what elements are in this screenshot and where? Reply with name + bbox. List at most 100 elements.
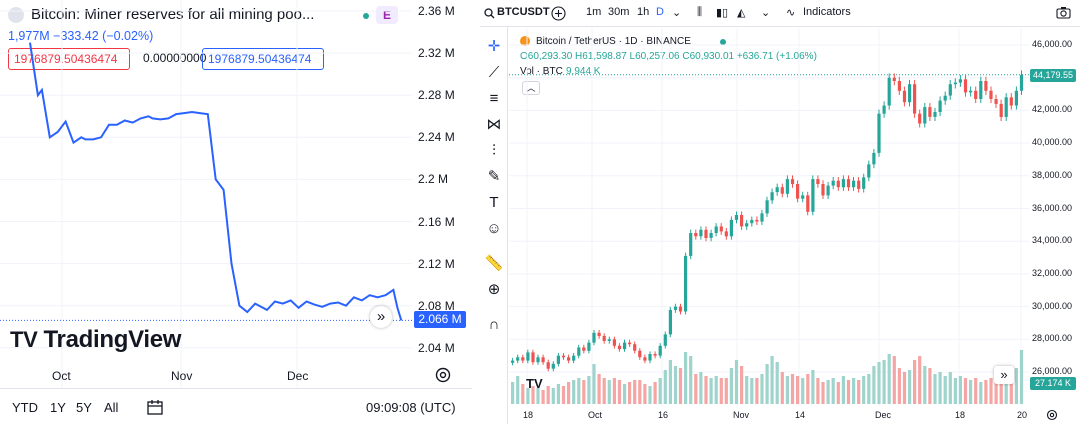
candle-style-icon[interactable]: ▮▯ — [716, 7, 729, 19]
volume-bar — [770, 356, 774, 404]
compare-add-icon[interactable] — [551, 6, 566, 21]
interval-30m-button[interactable]: 30m — [608, 6, 630, 18]
ruler-icon[interactable]: 📏 — [484, 255, 504, 272]
candle-body — [979, 81, 983, 99]
range-ytd-button[interactable]: YTD — [12, 400, 38, 415]
candle-body — [582, 347, 586, 351]
volume-bar — [511, 382, 515, 404]
candle-body — [699, 229, 703, 237]
left-x-tick-label: Oct — [52, 369, 71, 383]
symbol-search-button[interactable]: BTCUSDT — [497, 6, 550, 18]
range-5y-button[interactable]: 5Y — [76, 400, 92, 415]
volume-bar — [526, 388, 530, 404]
volume-bar — [704, 376, 708, 404]
volume-bar — [775, 362, 779, 404]
bar-style-icon[interactable]: ⫼ — [697, 6, 703, 18]
volume-bar — [648, 386, 652, 404]
candle-body — [785, 179, 789, 194]
candle-body — [572, 355, 576, 361]
btc-logo-icon — [520, 36, 530, 46]
range-all-button[interactable]: All — [104, 400, 119, 415]
volume-bar — [882, 360, 886, 404]
right-x-tick-label: Dec — [875, 410, 892, 420]
horizontal-lines-icon[interactable]: ≡ — [489, 90, 499, 107]
miner-reserves-line-chart[interactable] — [0, 0, 412, 388]
emoji-icon[interactable]: ☺ — [486, 220, 502, 237]
scroll-to-realtime-button[interactable]: » — [370, 306, 392, 328]
magnet-icon[interactable]: ∩ — [488, 316, 500, 333]
pattern-tool-icon[interactable]: ⋈ — [486, 116, 502, 133]
volume-bar — [623, 384, 627, 404]
right-settings-gear-icon[interactable] — [1046, 409, 1058, 421]
candle-body — [617, 345, 622, 350]
range-1y-button[interactable]: 1Y — [50, 400, 66, 415]
candle-body — [892, 77, 896, 81]
right-y-tick-label: 36,000.00 — [1032, 202, 1073, 213]
btc-candlestick-chart[interactable] — [509, 28, 1029, 406]
interval-dropdown-chevron-down-icon[interactable]: ⌄ — [672, 7, 682, 19]
utc-clock[interactable]: 09:09:08 (UTC) — [366, 400, 456, 415]
brush-icon[interactable]: ✎ — [487, 168, 501, 185]
interval-d-button[interactable]: D — [656, 6, 664, 18]
volume-bar — [551, 388, 555, 404]
fib-tool-icon[interactable]: ⫶ — [492, 142, 496, 159]
candle-body — [673, 306, 678, 310]
right-x-tick-label: 20 — [1017, 410, 1028, 420]
volume-bar — [734, 360, 739, 404]
trend-line-icon[interactable]: ⟋ — [488, 64, 500, 81]
drawing-toolbar — [480, 27, 508, 424]
candle-body — [577, 347, 581, 356]
candle-body — [826, 185, 830, 196]
volume-bar — [617, 380, 622, 404]
indicator-title-text: Bitcoin: Miner reserves for all mining p… — [31, 6, 315, 23]
volume-bar — [663, 370, 667, 404]
volume-bar — [602, 378, 606, 404]
candle-body — [918, 113, 922, 124]
candle-body — [526, 352, 530, 361]
candle-body — [694, 233, 698, 237]
volume-bar — [597, 374, 601, 404]
volume-bar — [673, 366, 678, 404]
right-x-tick-label: Nov — [733, 410, 750, 420]
candle-body — [567, 357, 571, 361]
miner-reserves-series-line — [29, 42, 403, 321]
volume-bar — [719, 378, 723, 404]
right-scroll-to-realtime-button[interactable]: » — [994, 366, 1014, 384]
indicators-icon[interactable]: ∿ — [786, 7, 796, 19]
candle-body — [556, 355, 560, 364]
candle-body — [643, 357, 647, 361]
volume-bar — [994, 376, 998, 404]
volume-bar — [826, 380, 830, 404]
volume-bar — [521, 384, 525, 404]
candle-body — [969, 90, 973, 93]
camera-snapshot-icon[interactable] — [1056, 6, 1071, 19]
crosshair-icon[interactable]: ✛ — [487, 38, 501, 55]
volume-bar — [729, 368, 733, 404]
area-style-icon[interactable]: ◭ — [737, 7, 746, 19]
indicators-button[interactable]: Indicators — [803, 6, 851, 18]
volume-bar — [963, 378, 968, 404]
candle-body — [668, 309, 672, 335]
candle-body — [897, 81, 901, 91]
text-tool-icon[interactable]: T — [489, 194, 499, 211]
candle-body — [658, 345, 662, 356]
interval-1m-button[interactable]: 1m — [586, 6, 602, 18]
right-y-tick-label: 26,000.00 — [1032, 366, 1073, 376]
volume-bar — [582, 380, 586, 404]
volume-bar — [897, 368, 901, 404]
zoom-in-icon[interactable]: ⊕ — [487, 281, 501, 298]
search-icon[interactable] — [484, 8, 495, 19]
chart-type-chevron-down-icon[interactable]: ⌄ — [761, 7, 771, 19]
candle-body — [933, 112, 937, 117]
collapse-legend-chevron-up-icon[interactable]: ︿ — [522, 81, 540, 95]
right-y-tick-label: 42,000.00 — [1032, 104, 1073, 115]
volume-bar — [587, 376, 591, 404]
candle-body — [628, 342, 632, 345]
interval-1h-button[interactable]: 1h — [637, 6, 650, 18]
date-range-calendar-icon[interactable] — [146, 398, 164, 416]
settings-gear-icon[interactable] — [434, 366, 452, 384]
volume-bar — [841, 376, 845, 404]
candle-body — [974, 90, 978, 99]
volume-bar — [887, 354, 891, 404]
volume-bar — [816, 378, 820, 404]
